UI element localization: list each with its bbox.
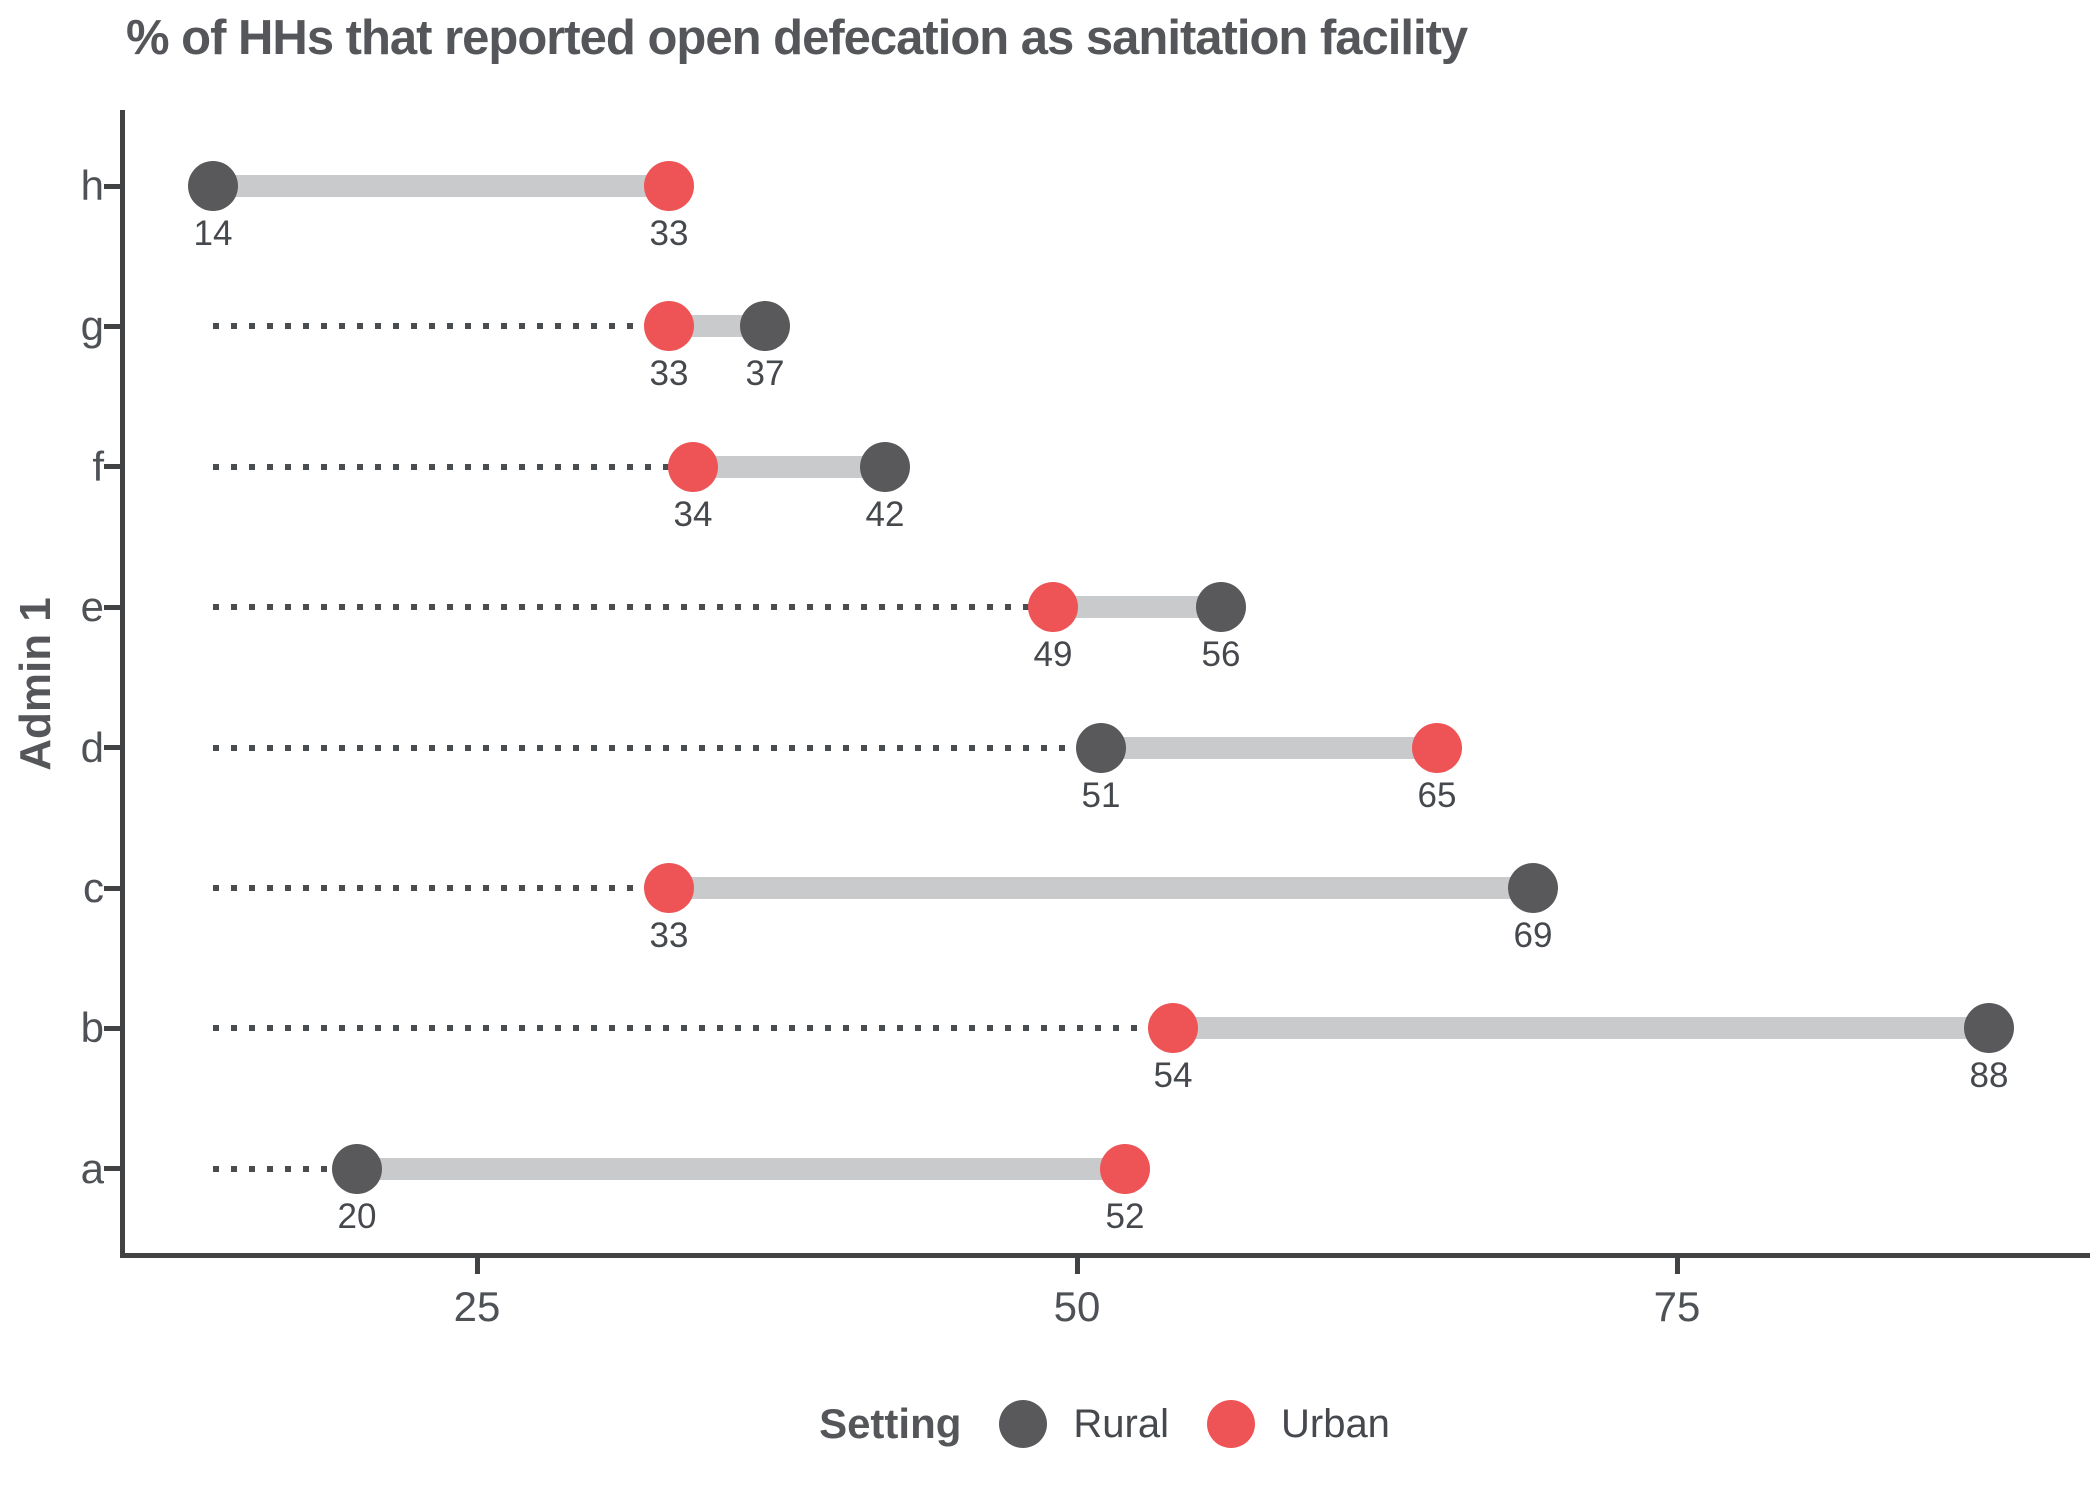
urban-swatch-icon (1206, 1400, 1255, 1448)
y-axis-line (120, 110, 125, 1258)
urban-point-f (668, 441, 718, 492)
urban-point-b (1148, 1003, 1198, 1054)
y-tick-c (104, 885, 120, 891)
y-tick-d (104, 745, 120, 751)
legend-label-rural: Rural (1073, 1401, 1169, 1446)
connector-h (213, 175, 669, 197)
urban-value-label-e: 49 (1033, 635, 1073, 675)
y-tick-e (104, 604, 120, 610)
y-category-label-a: a (80, 1144, 104, 1192)
urban-value-label-a: 52 (1105, 1196, 1145, 1236)
chart-title: % of HHs that reported open defecation a… (126, 11, 1468, 65)
dotted-line-d (213, 744, 1101, 751)
rural-value-label-h: 14 (193, 214, 233, 253)
y-category-label-g: g (80, 302, 104, 350)
dotted-line-a (213, 1165, 357, 1172)
x-tick-25 (474, 1258, 480, 1274)
dotted-line-g (213, 323, 669, 330)
x-tick-75 (1674, 1258, 1680, 1274)
connector-e (1053, 596, 1221, 619)
rural-point-b (1964, 1003, 2014, 1054)
y-tick-f (104, 464, 120, 470)
rural-point-a (332, 1143, 382, 1194)
legend-item-urban: Urban (1206, 1400, 1390, 1448)
connector-a (357, 1157, 1125, 1180)
rural-point-h (188, 161, 238, 211)
x-tick-label-75: 75 (1653, 1283, 1701, 1330)
dotted-line-c (213, 885, 669, 891)
rural-value-label-g: 37 (745, 354, 785, 394)
rural-value-label-d: 51 (1081, 775, 1121, 815)
urban-value-label-b: 54 (1153, 1056, 1193, 1096)
x-axis-line (120, 1253, 2090, 1258)
connector-f (693, 455, 885, 478)
urban-point-d (1412, 722, 1462, 773)
urban-value-label-h: 33 (649, 214, 689, 253)
urban-value-label-d: 65 (1417, 775, 1457, 815)
y-category-label-h: h (80, 162, 104, 209)
y-category-label-d: d (80, 723, 104, 771)
legend: Setting Rural Urban (124, 1396, 2085, 1452)
rural-value-label-c: 69 (1513, 916, 1553, 955)
urban-value-label-f: 34 (673, 494, 713, 534)
connector-b (1173, 1017, 1989, 1040)
rural-point-g (740, 301, 790, 352)
rural-value-label-f: 42 (865, 494, 905, 534)
x-tick-50 (1074, 1258, 1080, 1274)
rural-point-e (1196, 582, 1246, 633)
dotted-line-f (213, 463, 693, 470)
legend-item-rural: Rural (999, 1400, 1169, 1448)
connector-c (669, 877, 1533, 899)
connector-d (1101, 736, 1437, 759)
rural-swatch-icon (999, 1400, 1048, 1448)
urban-point-h (644, 161, 694, 211)
rural-point-c (1508, 863, 1558, 913)
urban-point-g (644, 301, 694, 352)
urban-point-a (1100, 1143, 1150, 1194)
x-tick-label-50: 50 (1053, 1283, 1101, 1330)
y-category-label-b: b (80, 1004, 104, 1052)
rural-point-f (860, 441, 910, 492)
y-category-label-c: c (83, 864, 104, 911)
x-tick-label-25: 25 (453, 1283, 501, 1330)
urban-point-c (644, 863, 694, 913)
y-category-label-f: f (92, 442, 104, 490)
legend-title: Setting (819, 1400, 962, 1447)
rural-value-label-e: 56 (1201, 635, 1241, 675)
urban-value-label-g: 33 (649, 354, 689, 394)
urban-value-label-c: 33 (649, 916, 689, 955)
y-category-label-e: e (80, 583, 104, 631)
rural-value-label-b: 88 (1969, 1056, 2009, 1096)
legend-label-urban: Urban (1280, 1401, 1390, 1446)
rural-point-d (1076, 722, 1126, 773)
dotted-line-b (213, 1025, 1173, 1032)
rural-value-label-a: 20 (337, 1196, 377, 1236)
dotted-line-e (213, 604, 1053, 611)
y-tick-b (104, 1025, 120, 1031)
y-tick-h (104, 183, 120, 189)
y-tick-g (104, 323, 120, 329)
urban-point-e (1028, 582, 1078, 633)
y-tick-a (104, 1166, 120, 1172)
